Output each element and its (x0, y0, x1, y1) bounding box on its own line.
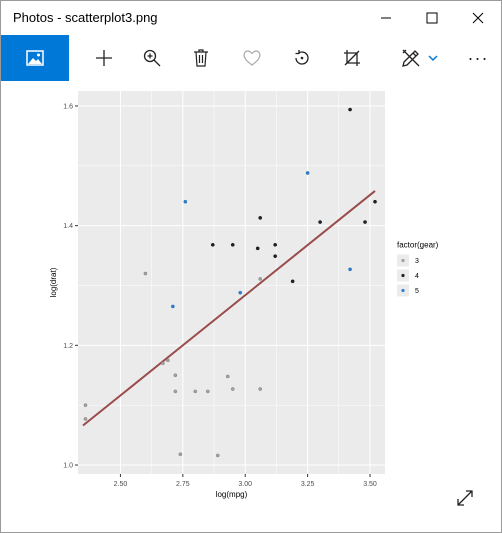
image-icon (26, 50, 44, 66)
data-point (173, 389, 178, 394)
data-point (258, 277, 263, 281)
toolbar: ··· (1, 35, 501, 81)
data-point (363, 220, 367, 224)
minimize-button[interactable] (363, 1, 409, 35)
data-point (230, 242, 235, 247)
data-point (166, 358, 170, 363)
delete-button[interactable] (178, 35, 224, 81)
scatter-plot: 2.50 2.75 3.00 3.25 3.50 1.0 1.2 1.4 1.6 log(mpg)… (49, 91, 439, 499)
data-point (273, 254, 277, 258)
data-point (161, 361, 165, 366)
data-point (143, 271, 148, 276)
image-canvas[interactable]: 2.50 2.75 3.00 3.25 3.50 1.0 1.2 1.4 1.6 log(mpg)… (1, 81, 501, 532)
x-tick-label: 2.75 (176, 481, 190, 488)
maximize-icon (426, 12, 438, 24)
data-point (290, 279, 295, 284)
view-image-button[interactable] (1, 35, 69, 81)
title-bar: Photos - scatterplot3.png (1, 1, 501, 35)
data-point (193, 389, 198, 394)
rotate-button[interactable] (279, 35, 325, 81)
legend-label: 3 (415, 258, 419, 265)
data-point (230, 387, 235, 391)
data-point (258, 387, 263, 391)
expand-icon (457, 490, 473, 506)
data-point (348, 267, 352, 272)
legend-marker (401, 273, 405, 278)
data-point (225, 374, 230, 379)
data-point (318, 220, 322, 224)
more-button[interactable]: ··· (455, 35, 501, 81)
close-button[interactable] (455, 1, 501, 35)
data-point (173, 373, 178, 378)
x-tick-label: 3.00 (238, 481, 252, 488)
data-point (348, 107, 352, 112)
crop-button[interactable] (329, 35, 375, 81)
data-point (373, 199, 377, 204)
legend-title: factor(gear) (397, 241, 439, 250)
data-point (171, 304, 175, 309)
plus-icon (96, 50, 112, 66)
x-tick-label: 3.50 (363, 481, 377, 488)
maximize-button[interactable] (409, 1, 455, 35)
plot-panel (78, 91, 385, 474)
crop-icon (344, 50, 360, 66)
fullscreen-button[interactable] (453, 486, 477, 510)
y-tick-label: 1.0 (63, 463, 73, 470)
data-point (205, 389, 210, 394)
fit-line (82, 190, 376, 427)
x-tick-label: 2.50 (114, 481, 128, 488)
minimize-icon (381, 17, 391, 19)
edit-button[interactable] (389, 35, 435, 81)
legend-label: 4 (415, 273, 419, 280)
zoom-button[interactable] (129, 35, 175, 81)
x-tick-label: 3.25 (301, 481, 315, 488)
rotate-icon (295, 50, 309, 65)
add-button[interactable] (81, 35, 127, 81)
legend-label: 5 (415, 288, 419, 295)
data-point (83, 403, 88, 407)
data-point (83, 417, 88, 421)
data-point (258, 216, 263, 220)
y-axis-label: log(drat) (49, 267, 58, 297)
legend-marker (401, 288, 405, 293)
y-tick-label: 1.2 (63, 343, 73, 350)
data-point (215, 453, 220, 458)
trash-icon (194, 49, 208, 67)
chevron-down-icon (428, 55, 438, 62)
edit-dropdown-button[interactable] (421, 35, 445, 81)
data-point (178, 452, 183, 457)
data-point (238, 290, 243, 295)
zoom-in-icon (143, 49, 161, 67)
data-point (255, 246, 260, 251)
x-axis-label: log(mpg) (216, 490, 248, 499)
data-point (210, 242, 215, 247)
data-point (305, 171, 310, 175)
favorite-button[interactable] (229, 35, 275, 81)
window-title: Photos - scatterplot3.png (13, 10, 158, 25)
close-icon (472, 12, 484, 24)
y-tick-label: 1.4 (63, 223, 73, 230)
data-point (273, 242, 277, 247)
y-tick-label: 1.6 (63, 103, 73, 110)
draw-edit-icon (402, 49, 420, 67)
heart-icon (243, 50, 261, 66)
legend-marker (401, 258, 405, 263)
more-icon: ··· (467, 47, 489, 68)
data-point (183, 199, 188, 204)
